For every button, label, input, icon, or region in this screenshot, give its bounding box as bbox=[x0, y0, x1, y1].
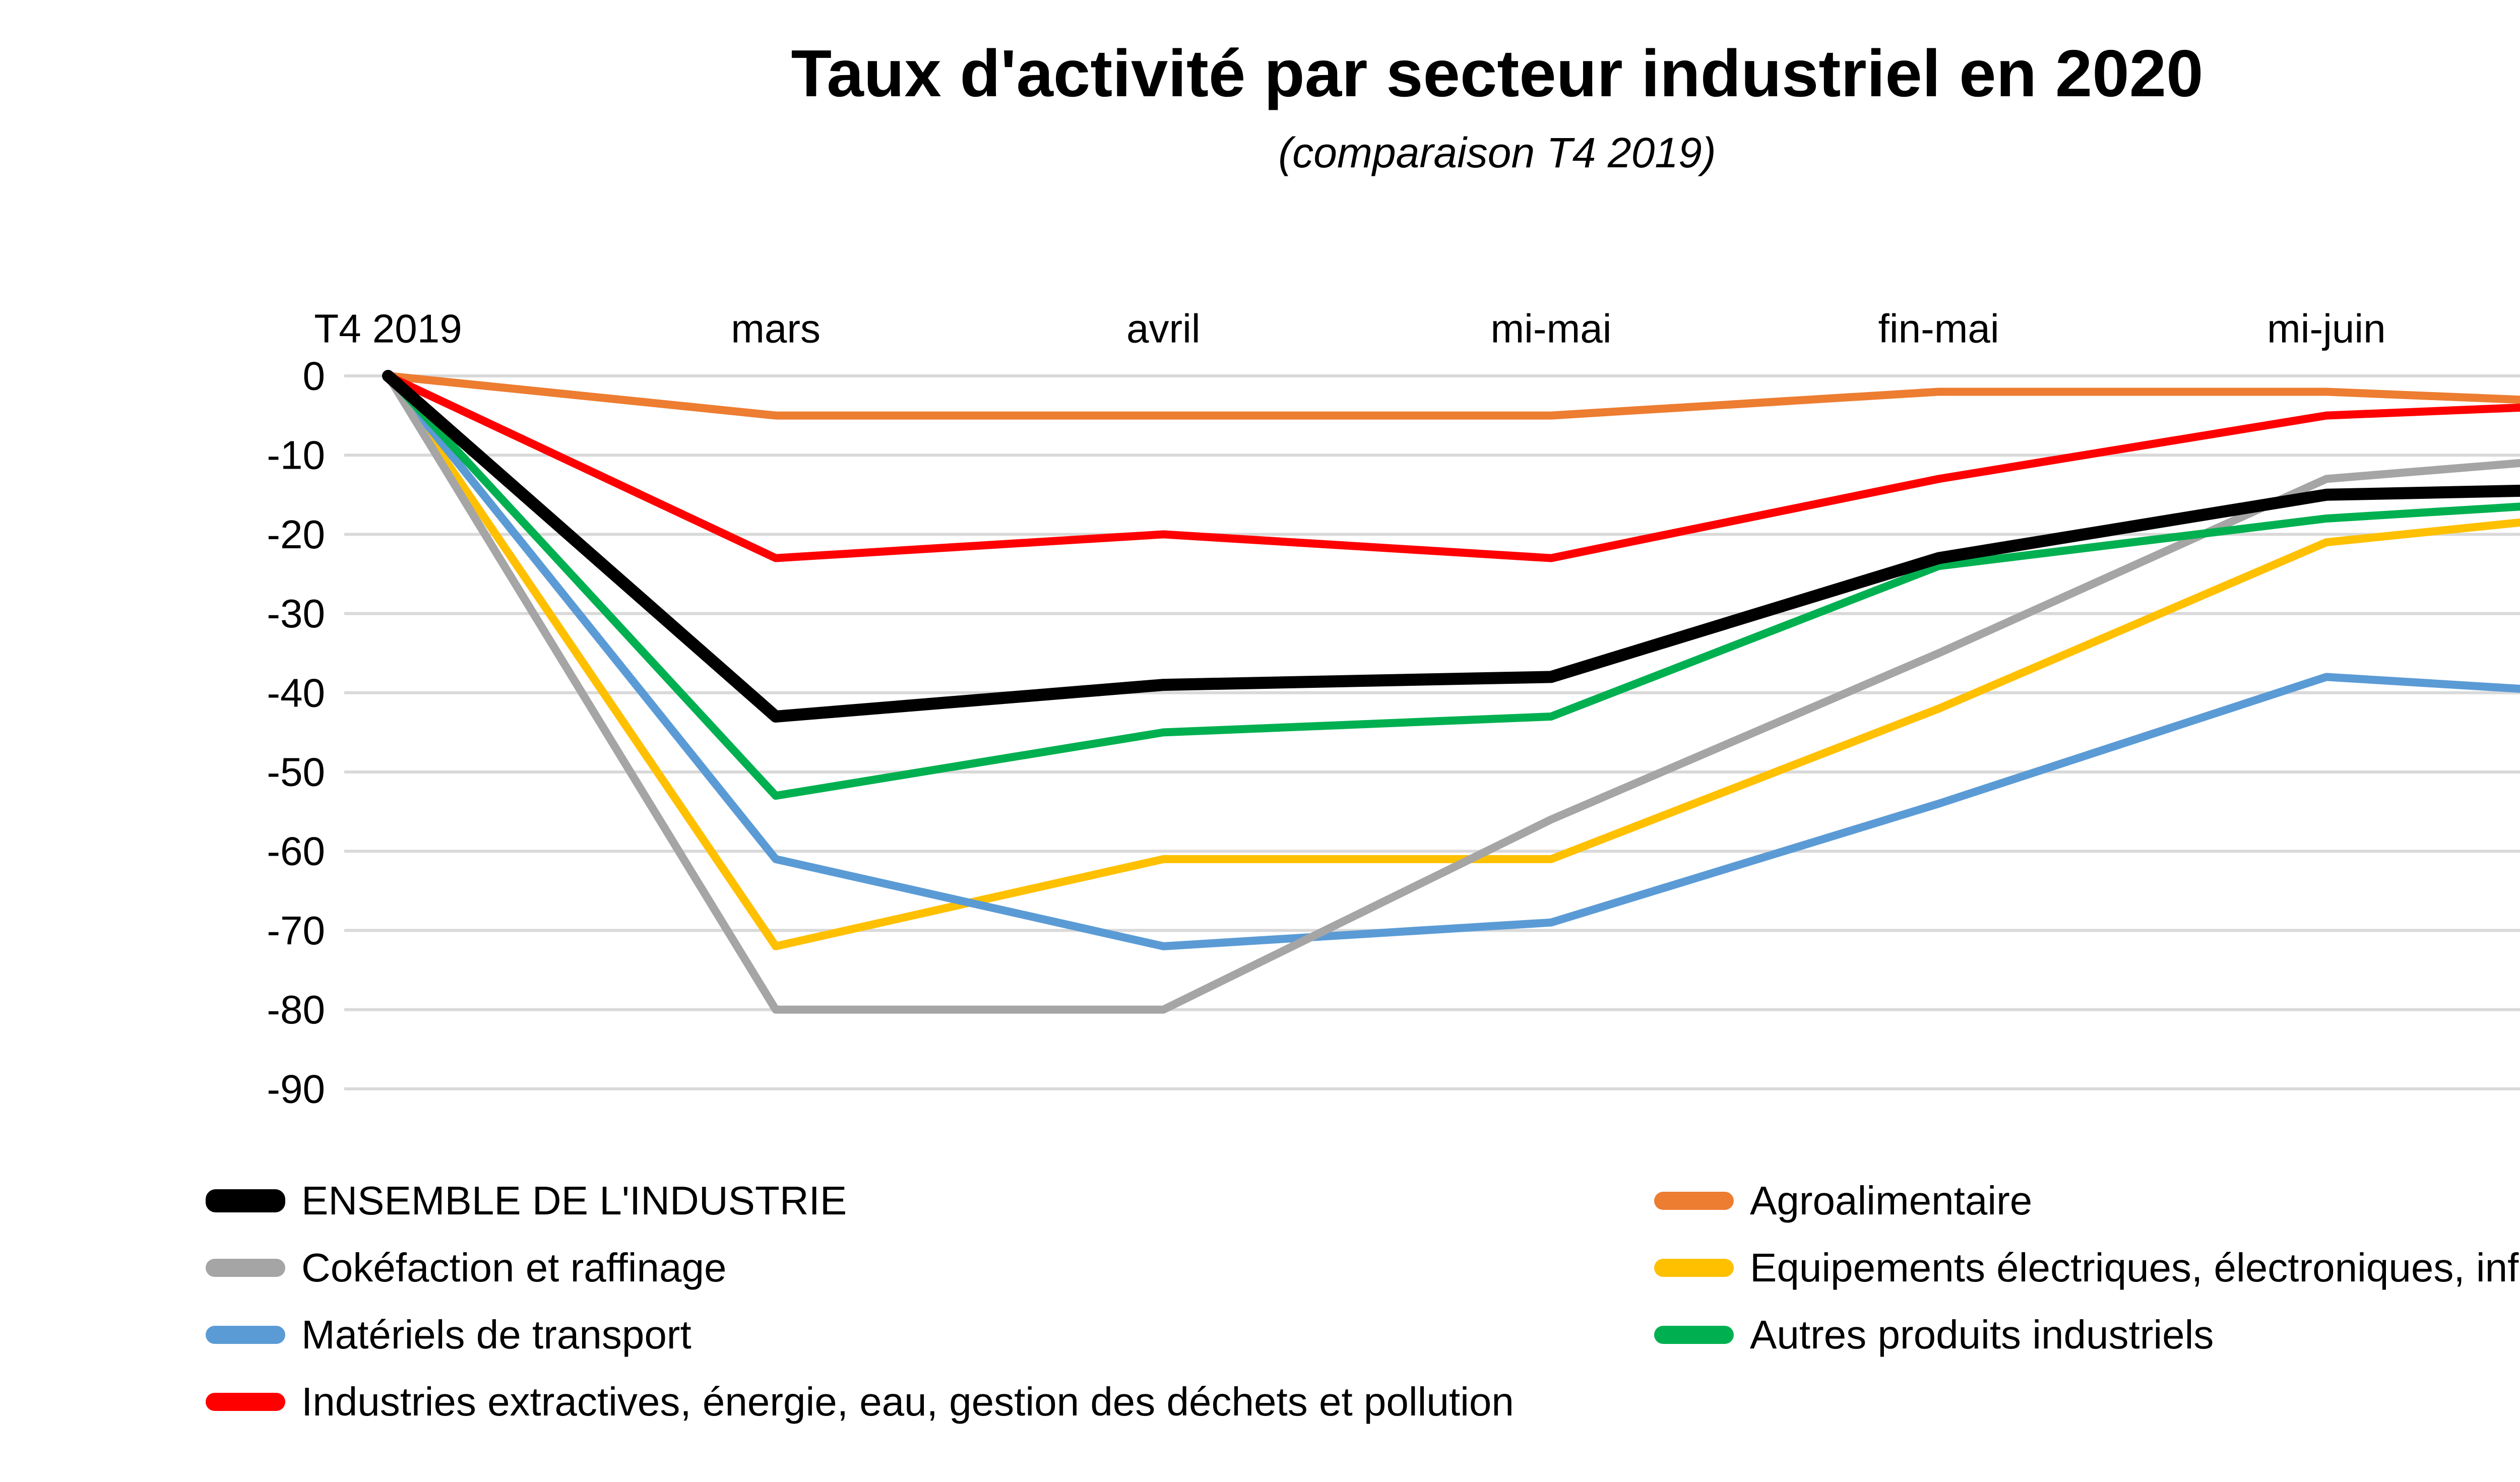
x-label-avril: avril bbox=[1126, 306, 1201, 351]
series-line-materiels-de-transport bbox=[384, 372, 2520, 950]
legend-item-equipements-electriques-electroniques-in: Equipements électriques, électroniques, … bbox=[1654, 1243, 2520, 1293]
y-tick--40: -40 bbox=[267, 670, 325, 715]
legend-swatch-materiels-de-transport bbox=[206, 1326, 285, 1344]
x-label-mi-mai: mi-mai bbox=[1491, 306, 1612, 351]
y-tick--10: -10 bbox=[267, 433, 325, 478]
legend-item-materiels-de-transport: Matériels de transport bbox=[206, 1310, 691, 1360]
chart-title: Taux d'activité par secteur industriel e… bbox=[791, 36, 2203, 110]
legend-label-ensemble-de-l-industrie: ENSEMBLE DE L'INDUSTRIE bbox=[301, 1178, 847, 1223]
legend-swatch-industries-extractives-energie-eau-gesti bbox=[206, 1393, 285, 1411]
legend-label-agroalimentaire: Agroalimentaire bbox=[1750, 1178, 2033, 1223]
legend-item-cokefaction-et-raffinage: Cokéfaction et raffinage bbox=[206, 1243, 727, 1293]
chart-subtitle: (comparaison T4 2019) bbox=[1278, 129, 1716, 176]
legend-swatch-autres-produits-industriels bbox=[1654, 1326, 1734, 1344]
y-tick--80: -80 bbox=[267, 987, 325, 1032]
y-tick--70: -70 bbox=[267, 908, 325, 953]
series-line-industries-extractives-energie-eau-gesti bbox=[384, 372, 2520, 562]
y-tick--90: -90 bbox=[267, 1066, 325, 1111]
x-label-fin-mai: fin-mai bbox=[1878, 306, 1999, 351]
legend-label-equipements-electriques-electroniques-in: Equipements électriques, électroniques, … bbox=[1750, 1245, 2520, 1290]
legend-item-agroalimentaire: Agroalimentaire bbox=[1654, 1176, 2032, 1226]
x-label-mars: mars bbox=[731, 306, 821, 351]
series-line-equipements-electriques-electroniques-in bbox=[384, 372, 2520, 950]
y-tick--50: -50 bbox=[267, 750, 325, 795]
legend-item-ensemble-de-l-industrie: ENSEMBLE DE L'INDUSTRIE bbox=[206, 1176, 847, 1226]
legend-swatch-equipements-electriques-electroniques-in bbox=[1654, 1259, 1734, 1277]
x-label-mi-juin: mi-juin bbox=[2267, 306, 2386, 351]
series-line-cokefaction-et-raffinage bbox=[384, 372, 2520, 1014]
legend-label-cokefaction-et-raffinage: Cokéfaction et raffinage bbox=[301, 1245, 727, 1290]
legend-label-materiels-de-transport: Matériels de transport bbox=[301, 1312, 691, 1357]
legend-swatch-agroalimentaire bbox=[1654, 1192, 1734, 1210]
legend-swatch-ensemble-de-l-industrie bbox=[206, 1189, 285, 1212]
x-label-t4-2019: T4 2019 bbox=[314, 306, 462, 351]
y-tick-0: 0 bbox=[303, 354, 326, 399]
legend-label-industries-extractives-energie-eau-gesti: Industries extractives, énergie, eau, ge… bbox=[301, 1379, 1514, 1424]
y-tick--30: -30 bbox=[267, 591, 325, 636]
y-tick--60: -60 bbox=[267, 829, 325, 874]
series-line-ensemble-de-l-industrie bbox=[382, 370, 2520, 723]
y-tick--20: -20 bbox=[267, 512, 325, 557]
legend-swatch-cokefaction-et-raffinage bbox=[206, 1259, 285, 1277]
series-line-autres-produits-industriels bbox=[384, 372, 2520, 800]
legend-item-autres-produits-industriels: Autres produits industriels bbox=[1654, 1310, 2214, 1360]
series-line-agroalimentaire bbox=[384, 372, 2520, 420]
legend-label-autres-produits-industriels: Autres produits industriels bbox=[1750, 1312, 2214, 1357]
legend-item-industries-extractives-energie-eau-gesti: Industries extractives, énergie, eau, ge… bbox=[206, 1377, 1514, 1427]
